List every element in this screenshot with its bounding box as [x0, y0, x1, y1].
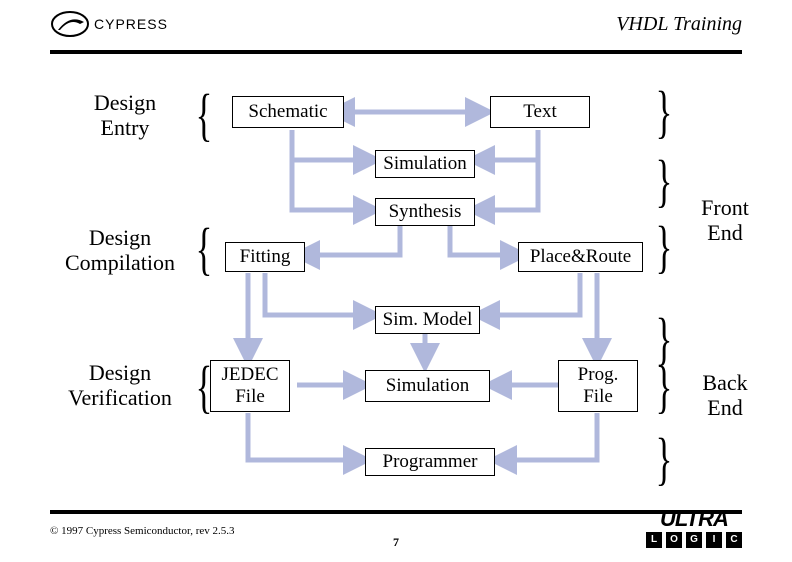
bracket-front-r1: } — [656, 152, 673, 210]
label-design-verification: DesignVerification — [55, 360, 185, 411]
ultra-logo-top: ULTRA — [646, 508, 742, 530]
box-text: Text — [490, 96, 590, 128]
box-programmer: Programmer — [365, 448, 495, 476]
label-design-compilation: DesignCompilation — [55, 225, 185, 276]
ultra-logo-letters: L O G I C — [646, 532, 742, 548]
box-jedec-file: JEDECFile — [210, 360, 290, 412]
ultra-letter: G — [686, 532, 702, 548]
header-rule — [50, 50, 742, 54]
box-fitting: Fitting — [225, 242, 305, 272]
bracket-comp-l: { — [196, 220, 213, 278]
box-sim-model: Sim. Model — [375, 306, 480, 334]
bracket-front-r2: } — [656, 218, 673, 276]
ultra-letter: I — [706, 532, 722, 548]
box-synthesis: Synthesis — [375, 198, 475, 226]
copyright-text: © 1997 Cypress Semiconductor, rev 2.5.3 — [50, 525, 235, 537]
label-back-end: BackEnd — [685, 370, 765, 421]
ultra-logo: ULTRA L O G I C — [646, 508, 742, 548]
box-simulation: Simulation — [375, 150, 475, 178]
bracket-entry-r: } — [656, 83, 673, 141]
label-design-entry: DesignEntry — [70, 90, 180, 141]
flow-diagram: DesignEntry DesignCompilation DesignVeri… — [0, 60, 792, 502]
box-simulation2: Simulation — [365, 370, 490, 402]
ultra-letter: C — [726, 532, 742, 548]
slide-header: CYPRESS VHDL Training — [50, 10, 742, 38]
box-schematic: Schematic — [232, 96, 344, 128]
bracket-back-r2: } — [656, 358, 673, 416]
bracket-back-r3: } — [656, 430, 673, 488]
bracket-entry-l: { — [196, 86, 213, 144]
page-number: 7 — [393, 535, 399, 550]
cypress-logo-text: CYPRESS — [94, 16, 168, 32]
ultra-letter: O — [666, 532, 682, 548]
box-prog-file: Prog.File — [558, 360, 638, 412]
footer-rule — [50, 510, 742, 514]
cypress-logo: CYPRESS — [50, 10, 168, 38]
ultra-letter: L — [646, 532, 662, 548]
label-front-end: FrontEnd — [685, 195, 765, 246]
slide-title: VHDL Training — [616, 13, 742, 36]
box-place-route: Place&Route — [518, 242, 643, 272]
